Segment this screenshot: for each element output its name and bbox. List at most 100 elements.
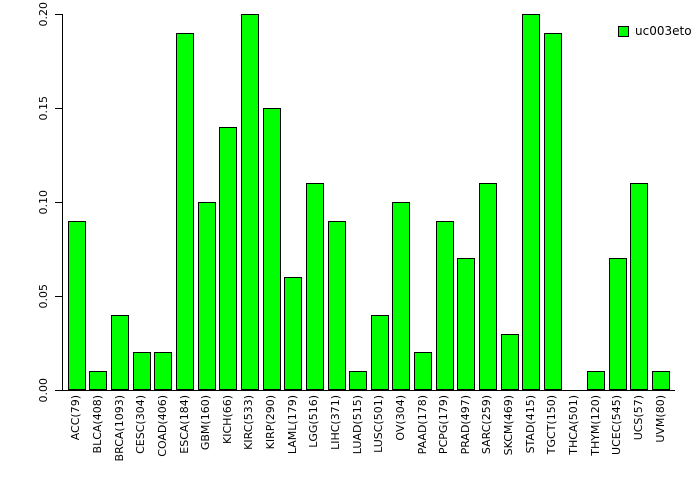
- bar-slot: [650, 371, 672, 390]
- x-axis-label: GBM(160): [199, 395, 213, 451]
- bar: [349, 371, 368, 390]
- bar: [154, 352, 173, 390]
- bar: [414, 352, 433, 390]
- bar-slot: [109, 315, 131, 390]
- bar-slot: [412, 352, 434, 390]
- bar-slot: [239, 14, 261, 390]
- x-axis-label: PRAD(497): [458, 395, 472, 455]
- x-axis-label: KIRP(290): [264, 395, 278, 450]
- bar: [608, 258, 627, 390]
- x-label-slot: PAAD(178): [411, 393, 433, 479]
- bars-container: [63, 14, 675, 390]
- x-label-slot: CESC(304): [130, 393, 152, 479]
- x-axis-label: PCPG(179): [437, 395, 451, 455]
- y-axis-tick-label: 0.05: [36, 283, 50, 309]
- y-axis-tick: [55, 13, 62, 15]
- bar-slot: [542, 33, 564, 390]
- bar: [111, 315, 130, 390]
- bar-slot: [477, 183, 499, 390]
- x-label-slot: KICH(66): [216, 393, 238, 479]
- bar: [132, 352, 151, 390]
- bar: [327, 221, 346, 390]
- x-axis-label: LGG(516): [307, 395, 321, 448]
- x-axis-label: UCS(57): [631, 395, 645, 441]
- bar: [89, 371, 108, 390]
- bar: [240, 14, 259, 390]
- x-axis-label: KICH(66): [220, 395, 234, 444]
- y-axis-tick-label: 0.00: [36, 377, 50, 403]
- bar: [435, 221, 454, 390]
- y-axis-tick: [55, 201, 62, 203]
- bar: [219, 127, 238, 390]
- y-axis-tick-label-wrap: 0.20: [34, 0, 52, 28]
- x-axis-label: BLCA(408): [90, 395, 104, 454]
- legend-swatch: [618, 25, 629, 37]
- x-label-slot: PRAD(497): [455, 393, 477, 479]
- bar: [176, 33, 195, 390]
- x-label-slot: LIHC(371): [325, 393, 347, 479]
- bar: [262, 108, 281, 390]
- bar: [370, 315, 389, 390]
- x-axis-label: SKCM(469): [502, 395, 516, 456]
- x-axis-label: LUSC(501): [372, 395, 386, 453]
- x-axis-labels: ACC(79) BLCA(408) BRCA(1093) CESC(304) COAD(…: [62, 393, 674, 479]
- x-label-slot: UVM(80): [649, 393, 671, 479]
- x-label-slot: SKCM(469): [498, 393, 520, 479]
- y-axis-tick-label-wrap: 0.15: [34, 94, 52, 122]
- x-label-slot: LUSC(501): [368, 393, 390, 479]
- x-label-slot: KIRC(533): [238, 393, 260, 479]
- y-axis-tick: [55, 389, 62, 391]
- legend: uc003eto: [618, 24, 692, 38]
- x-axis-label: UVM(80): [653, 395, 667, 443]
- bar-slot: [347, 371, 369, 390]
- x-axis-label: LIHC(371): [329, 395, 342, 450]
- y-axis-tick-label: 0.10: [36, 189, 50, 215]
- x-axis-label: THCA(501): [567, 395, 581, 455]
- x-axis-label: UCEC(545): [610, 395, 624, 455]
- bar-slot: [456, 258, 478, 390]
- x-label-slot: ACC(79): [65, 393, 87, 479]
- bar-slot: [131, 352, 153, 390]
- bar: [652, 371, 671, 390]
- y-axis-tick-label-wrap: 0.05: [34, 282, 52, 310]
- bar-slot: [174, 33, 196, 390]
- bar-slot: [499, 334, 521, 390]
- x-label-slot: BLCA(408): [87, 393, 109, 479]
- bar-slot: [153, 352, 175, 390]
- bar: [197, 202, 216, 390]
- x-axis-label: COAD(406): [155, 395, 169, 457]
- y-axis-tick-label: 0.15: [36, 95, 50, 121]
- bar-slot: [217, 127, 239, 390]
- y-axis-tick-label: 0.20: [36, 1, 50, 27]
- x-axis-label: KIRC(533): [242, 395, 256, 450]
- x-axis-label: LUAD(515): [350, 395, 364, 455]
- bar: [284, 277, 303, 390]
- bar-slot: [607, 258, 629, 390]
- x-label-slot: THCA(501): [563, 393, 585, 479]
- y-axis-tick: [55, 295, 62, 297]
- bar-slot: [326, 221, 348, 390]
- x-axis-label: CESC(304): [134, 395, 148, 454]
- x-axis-label: LAML(179): [285, 395, 299, 455]
- bar: [67, 221, 86, 390]
- bar-slot: [585, 371, 607, 390]
- bar-slot: [88, 371, 110, 390]
- bar-slot: [304, 183, 326, 390]
- bar: [522, 14, 541, 390]
- bar: [478, 183, 497, 390]
- x-label-slot: STAD(415): [519, 393, 541, 479]
- x-axis-label: ESCA(184): [177, 395, 191, 454]
- x-axis-label: OV(304): [393, 395, 407, 441]
- bar: [457, 258, 476, 390]
- x-label-slot: UCS(57): [628, 393, 650, 479]
- bar: [587, 371, 606, 390]
- bar-slot: [196, 202, 218, 390]
- x-label-slot: GBM(160): [195, 393, 217, 479]
- plot-area: [62, 14, 675, 391]
- x-label-slot: ESCA(184): [173, 393, 195, 479]
- x-label-slot: TGCT(150): [541, 393, 563, 479]
- bar: [392, 202, 411, 390]
- bar-slot: [520, 14, 542, 390]
- bar-slot: [629, 183, 651, 390]
